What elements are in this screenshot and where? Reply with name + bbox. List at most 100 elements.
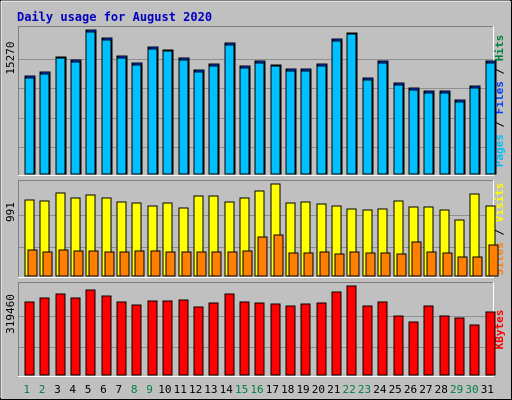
bar-kbytes-day-14 [224,293,235,376]
bar-sites-day-19 [303,252,314,277]
bar-kbytes-day-21 [331,291,342,376]
legend-entry: / [493,222,506,242]
bar-kbytes-day-4 [70,297,81,376]
bar-pages-day-25 [393,84,404,175]
bar-kbytes-day-11 [178,299,189,376]
series-sites [27,234,499,277]
bar-sites-day-16 [257,236,268,277]
bar-kbytes-day-13 [208,302,219,376]
x-tick-label-5: 5 [85,383,92,396]
bar-sites-day-25 [396,253,407,277]
bar-sites-day-20 [319,251,330,277]
bar-sites-day-12 [196,251,207,277]
panel-legend: KBytes [493,310,506,350]
bar-kbytes-day-31 [485,311,496,376]
x-axis-labels: 1 2 3 4 5 6 7 8 9 10 11 12 13 14 15 16 17 18 19 20 21 22 23 24 2… [23,383,494,396]
bar-pages-day-24 [377,62,388,175]
x-tick-label-24: 24 [373,383,387,396]
x-tick-label-22: 22 [343,383,356,396]
bar-kbytes-day-29 [454,317,465,376]
bar-sites-day-1 [27,249,38,277]
legend-entry: Hits [493,35,506,62]
x-tick-label-28: 28 [435,383,448,396]
x-tick-label-17: 17 [266,383,279,396]
bar-pages-day-29 [454,101,465,175]
x-tick-label-20: 20 [312,383,325,396]
bar-kbytes-day-7 [116,301,127,376]
bar-kbytes-day-3 [55,293,66,376]
x-tick-label-12: 12 [189,383,202,396]
bar-sites-day-5 [88,250,99,277]
x-tick-label-18: 18 [281,383,294,396]
bar-kbytes-day-30 [469,324,480,376]
x-tick-label-31: 31 [481,383,494,396]
x-tick-label-4: 4 [69,383,76,396]
legend-entry: KBytes [493,310,506,350]
bar-sites-day-14 [227,251,238,277]
bar-sites-day-2 [42,251,53,277]
bar-pages-day-11 [178,59,189,175]
bar-sites-day-17 [273,234,284,277]
x-tick-label-14: 14 [220,383,234,396]
bar-pages-day-15 [239,67,250,175]
bar-sites-day-24 [380,252,391,277]
x-tick-label-7: 7 [115,383,122,396]
bar-pages-day-8 [131,64,142,175]
bar-pages-day-14 [224,44,235,175]
bar-sites-day-29 [457,256,468,277]
bar-sites-day-10 [165,251,176,277]
bar-kbytes-day-18 [285,305,296,376]
bar-sites-day-11 [181,251,192,277]
x-tick-label-19: 19 [296,383,309,396]
bar-sites-day-26 [411,241,422,277]
bar-kbytes-day-5 [85,289,96,376]
bar-kbytes-day-20 [316,302,327,376]
bar-sites-day-6 [104,251,115,277]
bar-pages-day-13 [208,65,219,175]
bar-pages-day-16 [254,62,265,175]
bar-pages-day-3 [55,57,66,175]
bar-pages-day-21 [331,40,342,175]
x-tick-label-29: 29 [450,383,463,396]
bar-sites-day-9 [150,250,161,277]
bar-kbytes-day-19 [300,303,311,376]
bar-kbytes-day-15 [239,301,250,376]
x-tick-label-16: 16 [250,383,263,396]
bar-pages-day-20 [316,65,327,175]
panel-kbytes: 319460 KBytes [4,282,506,377]
bar-kbytes-day-1 [24,301,35,376]
bar-pages-day-18 [285,70,296,175]
bar-kbytes-day-6 [101,295,112,376]
bar-pages-day-17 [270,65,281,175]
bar-sites-day-3 [58,249,69,277]
bar-pages-day-2 [39,73,50,175]
x-tick-label-8: 8 [131,383,138,396]
bar-pages-day-7 [116,57,127,175]
x-tick-label-11: 11 [174,383,187,396]
bar-sites-day-21 [334,253,345,277]
bar-sites-day-28 [442,252,453,277]
bar-kbytes-day-23 [362,305,373,376]
x-tick-label-13: 13 [204,383,217,396]
bar-pages-day-26 [408,89,419,175]
bar-kbytes-day-26 [408,321,419,376]
bar-kbytes-day-8 [131,304,142,376]
x-tick-label-9: 9 [146,383,153,396]
bar-sites-day-27 [426,251,437,277]
x-tick-label-1: 1 [23,383,30,396]
bar-pages-day-31 [485,62,496,175]
x-tick-label-3: 3 [54,383,61,396]
x-tick-label-10: 10 [158,383,171,396]
bar-pages-day-10 [162,50,173,175]
x-tick-label-30: 30 [465,383,478,396]
bar-pages-day-9 [147,48,158,175]
x-tick-label-6: 6 [100,383,107,396]
scale-label: 319460 [4,294,17,334]
bar-sites-day-7 [119,251,130,277]
series-kbytes [24,285,496,376]
x-tick-label-27: 27 [419,383,432,396]
bar-sites-day-18 [288,252,299,277]
